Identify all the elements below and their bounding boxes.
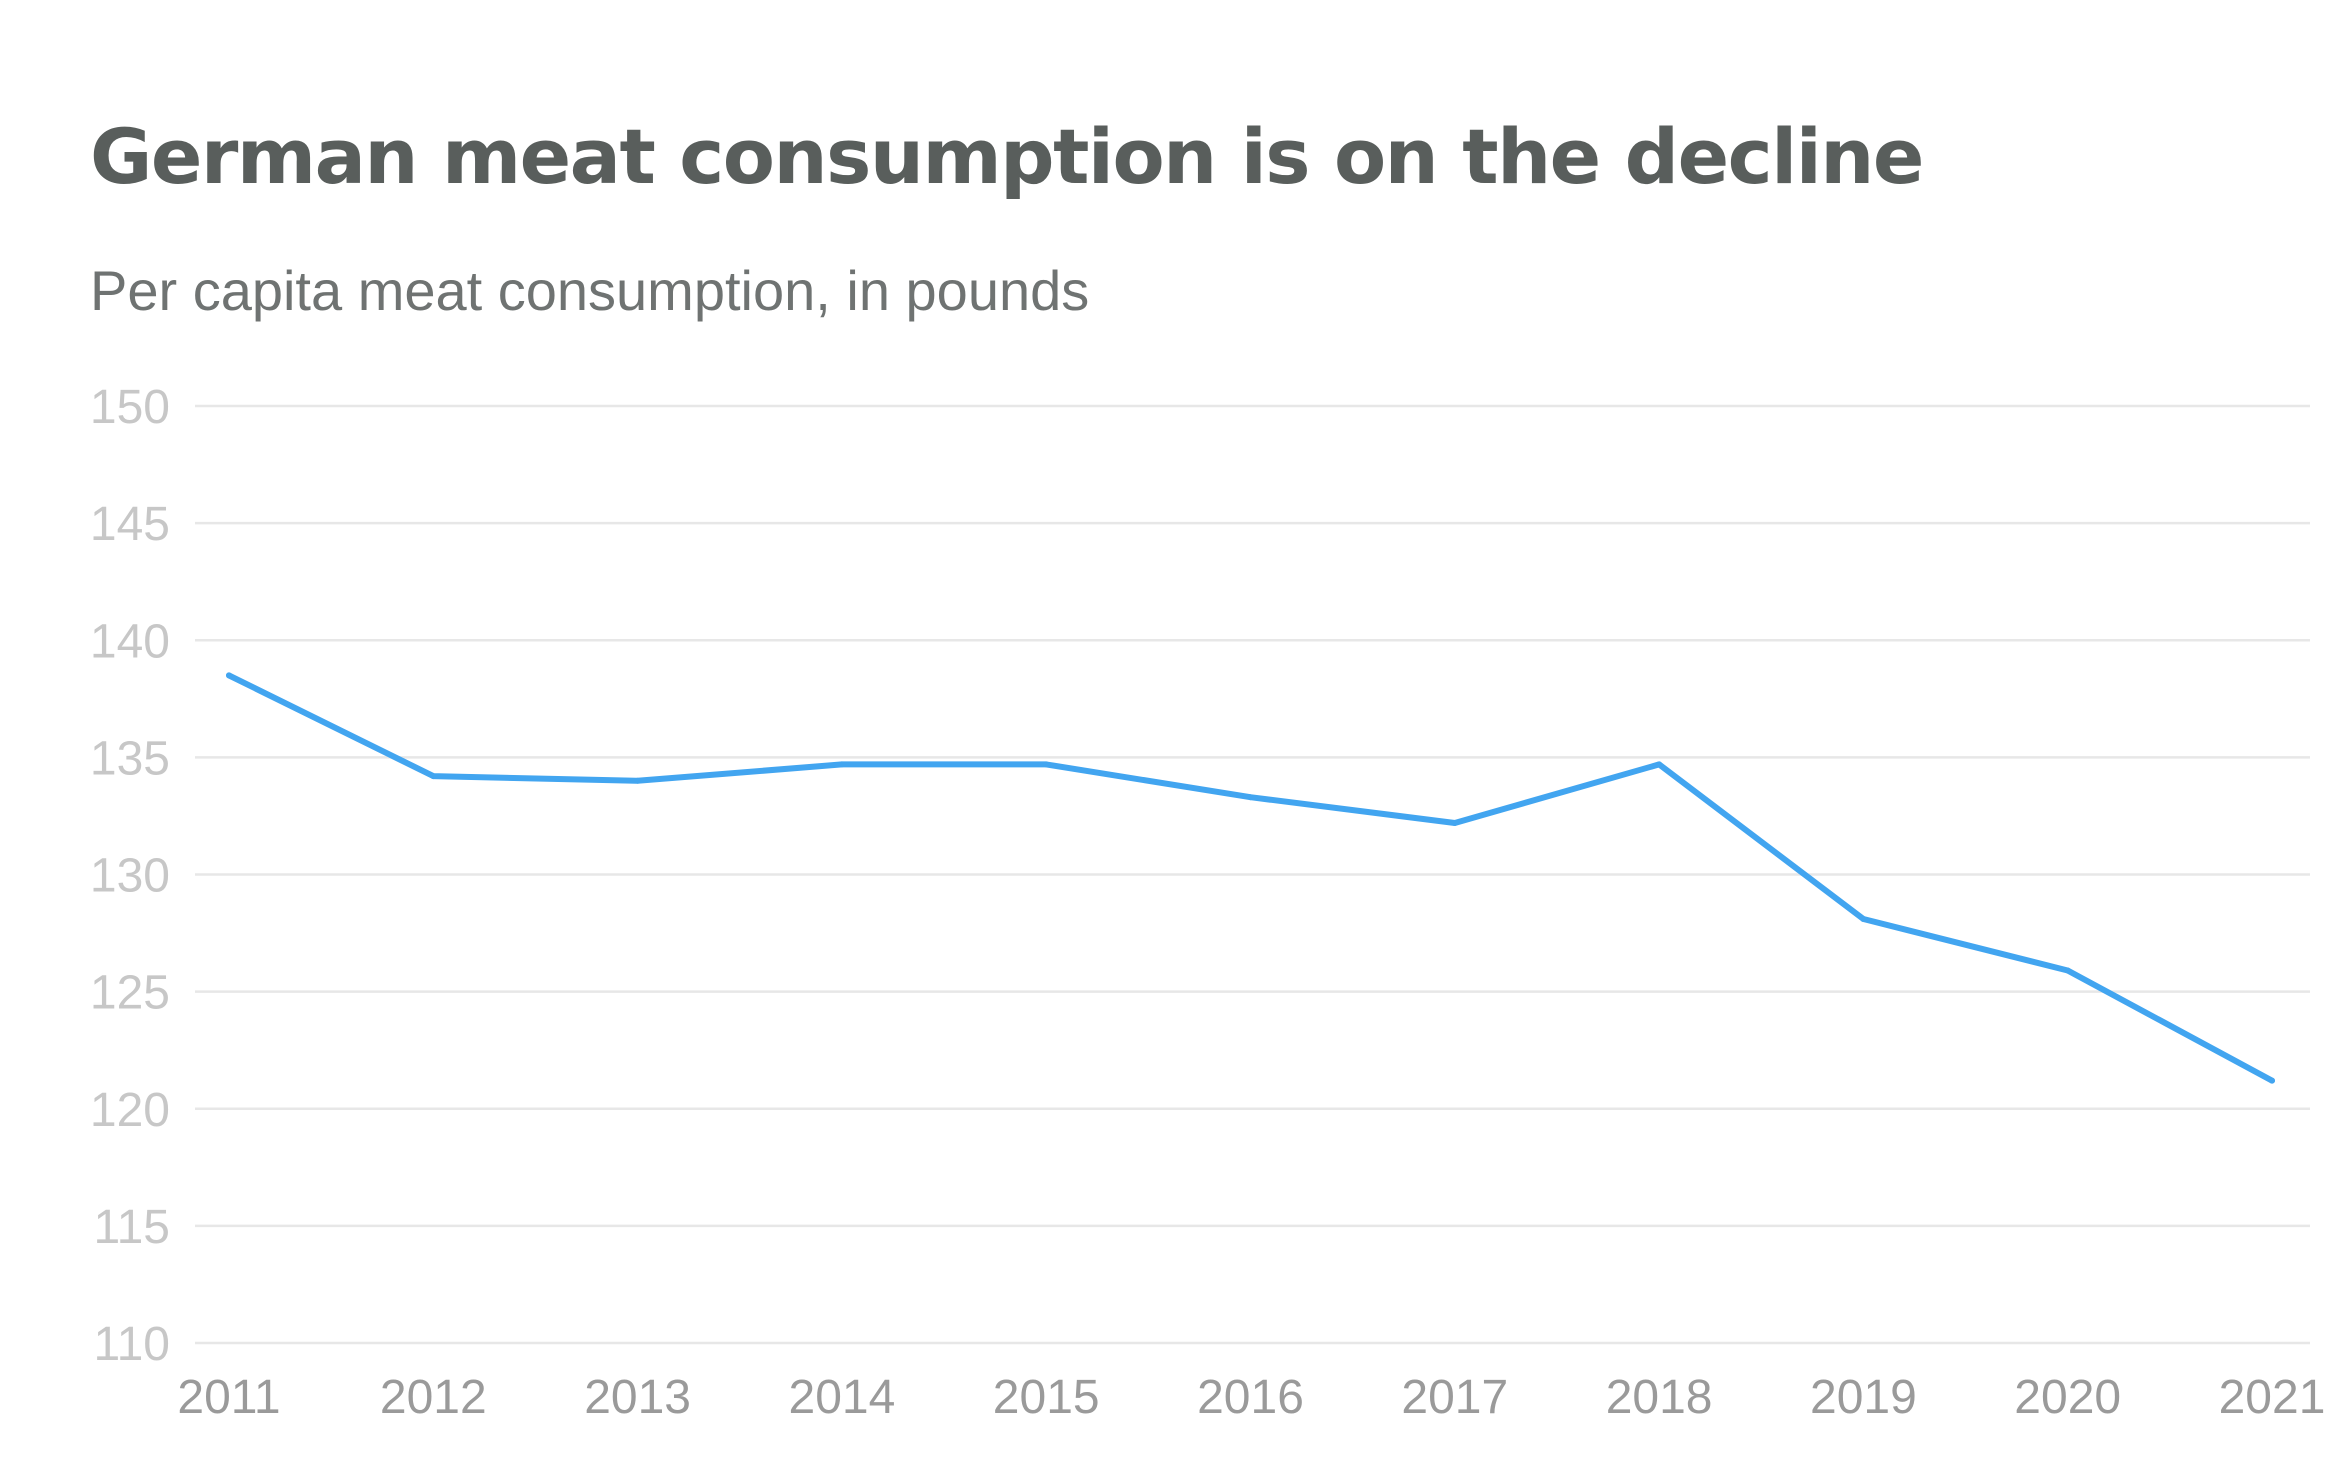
y-tick-label: 115 [93,1201,170,1254]
y-tick-label: 110 [93,1318,170,1371]
y-tick-label: 140 [90,615,170,668]
x-tick-label: 2011 [177,1371,280,1424]
y-tick-label: 150 [90,381,170,434]
x-tick-label: 2015 [993,1371,1100,1424]
data-point-2018 [1656,761,1663,768]
y-tick-label: 125 [90,967,170,1020]
x-tick-label: 2012 [380,1371,487,1424]
data-point-2016 [1247,794,1254,801]
data-point-2021 [2269,1077,2275,1084]
x-axis-ticks: 2011 2012 2013 2014 2015 2016 2017 2018 2019 2020… [177,1371,2325,1424]
x-tick-label: 2018 [1606,1371,1713,1424]
y-axis-ticks: 110 115 120 125 130 135 140 145 150 [90,381,170,1371]
x-tick-label: 2013 [584,1371,691,1424]
data-point-2011 [226,672,232,679]
data-point-2017 [1451,819,1458,826]
chart-subtitle: Per capita meat consumption, in pounds [90,259,1090,322]
x-tick-label: 2020 [2014,1371,2121,1424]
y-tick-label: 145 [90,498,170,551]
data-point-2012 [430,773,437,780]
data-point-2015 [1043,761,1050,768]
series-line-0 [226,672,2275,1084]
data-point-2013 [634,777,641,784]
x-tick-label: 2017 [1401,1371,1508,1424]
y-tick-label: 120 [90,1084,170,1137]
data-point-2020 [2064,967,2071,974]
gridlines [195,404,2310,1345]
x-tick-label: 2014 [789,1371,896,1424]
data-point-2019 [1860,916,1867,923]
x-tick-label: 2021 [2219,1371,2326,1424]
chart-title: German meat consumption is on the declin… [90,112,1924,201]
data-point-2014 [838,761,845,768]
x-tick-label: 2016 [1197,1371,1304,1424]
y-tick-label: 135 [90,732,170,785]
series-layer [226,672,2275,1084]
y-tick-label: 130 [90,850,170,903]
x-tick-label: 2019 [1810,1371,1917,1424]
